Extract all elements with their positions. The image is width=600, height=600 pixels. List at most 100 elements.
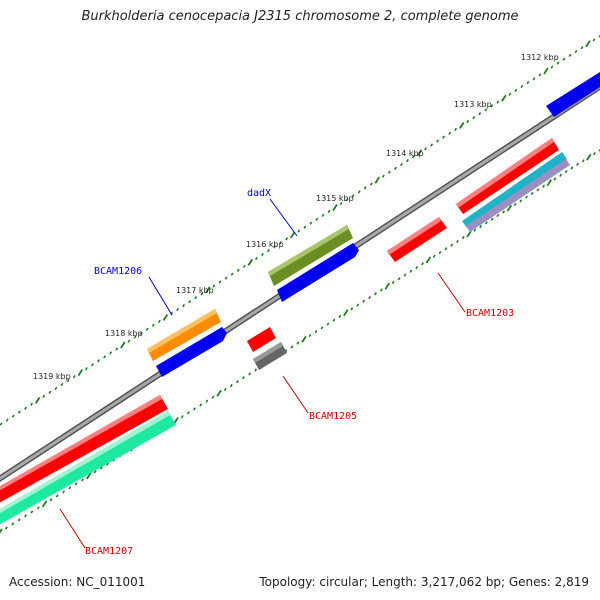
outer-track-minor-tick	[357, 190, 361, 194]
outer-track-minor-tick	[406, 158, 409, 163]
outer-track-major-tick	[501, 94, 507, 102]
outer-track-minor-tick	[260, 252, 264, 257]
outer-track-minor-tick	[351, 194, 355, 198]
map-title: Burkholderia cenocepacia J2315 chromosom…	[81, 9, 519, 24]
outer-track-minor-tick	[393, 166, 397, 171]
feature-blue-BCAM1206[interactable]	[156, 327, 227, 377]
feature-red-BCAM1204[interactable]	[247, 327, 276, 352]
outer-track-minor-tick	[538, 73, 542, 77]
inner-track-minor-tick	[254, 368, 258, 372]
leader-line-dadX	[269, 198, 298, 237]
feature-red-1313[interactable]	[456, 138, 559, 214]
inner-track-minor-tick	[81, 478, 84, 482]
outer-track-minor-tick	[424, 147, 428, 151]
gene-label-BCAM1205[interactable]: BCAM1205	[309, 411, 357, 422]
outer-track-minor-tick	[30, 402, 34, 406]
inner-track-minor-tick	[415, 265, 419, 270]
inner-track-major-tick	[86, 472, 92, 480]
inner-track-major-tick	[506, 204, 513, 212]
feature-lavender-1313[interactable]	[466, 159, 570, 232]
leader-line-BCAM1203	[437, 272, 466, 313]
outer-track-minor-tick	[182, 303, 186, 308]
outer-track-minor-tick	[598, 34, 600, 38]
feature-cyan-1313[interactable]	[462, 152, 567, 228]
inner-track-minor-tick	[479, 224, 483, 229]
gene-label-BCAM1203[interactable]: BCAM1203	[466, 308, 514, 319]
outer-track-minor-tick	[66, 378, 70, 383]
inner-track-minor-tick	[525, 195, 528, 199]
outer-track-minor-tick	[60, 382, 64, 387]
outer-track-minor-tick	[24, 406, 27, 410]
feature-green-BCAM1207[interactable]	[0, 411, 176, 530]
outer-track-major-tick	[247, 258, 253, 266]
inner-track-minor-tick	[68, 486, 72, 490]
outer-track-minor-tick	[0, 422, 3, 426]
inner-track-minor-tick	[180, 415, 184, 419]
outer-track-minor-tick	[496, 100, 500, 104]
feature-blue-dadX[interactable]	[277, 243, 359, 302]
feature-olive-dadX[interactable]	[268, 225, 353, 286]
inner-track-minor-tick	[403, 273, 407, 277]
inner-track-minor-tick	[235, 380, 239, 384]
gene-label-BCAM1207[interactable]: BCAM1207	[85, 546, 133, 557]
inner-track-minor-tick	[11, 522, 15, 526]
outer-track-major-tick	[290, 231, 296, 239]
inner-track-minor-tick	[248, 372, 252, 376]
inner-track-minor-tick	[24, 514, 27, 518]
inner-track-minor-tick	[223, 387, 227, 392]
inner-track-minor-tick	[4, 526, 8, 530]
feature-gray-BCAM1205[interactable]	[253, 342, 287, 370]
outer-track-minor-tick	[127, 339, 131, 343]
inner-track-minor-tick	[338, 314, 342, 319]
inner-track-minor-tick	[570, 166, 574, 170]
outer-track-minor-tick	[309, 221, 313, 225]
inner-track-major-tick	[343, 309, 349, 317]
inner-track-minor-tick	[326, 322, 330, 326]
outer-track-minor-tick	[5, 418, 9, 422]
feature-blue-1312[interactable]	[546, 72, 600, 117]
outer-track-minor-tick	[520, 84, 524, 89]
outer-track-major-tick	[374, 176, 380, 184]
accession-text: Accession: NC_011001	[9, 575, 146, 589]
outer-track-minor-tick	[115, 347, 119, 351]
scale-label-1315: 1315 kbp	[316, 194, 354, 203]
gene-label-BCAM1206[interactable]: BCAM1206	[94, 266, 142, 277]
outer-track-minor-tick	[109, 351, 113, 355]
inner-track-major-tick	[301, 335, 307, 343]
outer-track-minor-tick	[321, 213, 325, 217]
inner-track-minor-tick	[559, 173, 563, 177]
inner-track-minor-tick	[536, 188, 540, 192]
outer-track-minor-tick	[454, 127, 458, 131]
outer-track-major-tick	[205, 286, 211, 294]
outer-track-minor-tick	[448, 131, 452, 135]
feature-red-BCAM1207[interactable]	[0, 395, 168, 508]
scale-label-1319: 1319 kbp	[33, 372, 71, 381]
inner-track-minor-tick	[242, 376, 245, 380]
inner-tick-track	[0, 148, 600, 534]
gene-label-dadX[interactable]: dadX	[247, 188, 271, 199]
outer-track-minor-tick	[436, 139, 440, 143]
outer-track-minor-tick	[267, 248, 270, 253]
inner-track-major-tick	[586, 153, 592, 161]
outer-track-minor-tick	[157, 319, 161, 323]
inner-track-major-tick	[173, 417, 179, 425]
outer-track-minor-tick	[387, 170, 391, 174]
feature-red-BCAM1203[interactable]	[387, 217, 447, 262]
inner-track-minor-tick	[296, 341, 300, 345]
outer-track-minor-tick	[592, 38, 596, 42]
inner-track-minor-tick	[564, 170, 568, 174]
outer-track-major-tick	[332, 204, 338, 211]
outer-track-minor-tick	[273, 245, 276, 249]
outer-track-major-tick	[459, 121, 465, 129]
leader-line-BCAM1205	[282, 375, 309, 414]
inner-track-major-tick	[466, 230, 472, 238]
feature-orange-BCAM1206[interactable]	[147, 309, 221, 361]
outer-track-minor-tick	[472, 116, 476, 120]
scale-label-1313: 1313 kbp	[454, 100, 492, 109]
inner-track-minor-tick	[391, 280, 395, 285]
inner-track-minor-tick	[308, 333, 312, 338]
outer-track-major-tick	[416, 149, 423, 157]
inner-track-minor-tick	[513, 202, 517, 207]
inner-track-minor-tick	[55, 494, 59, 498]
